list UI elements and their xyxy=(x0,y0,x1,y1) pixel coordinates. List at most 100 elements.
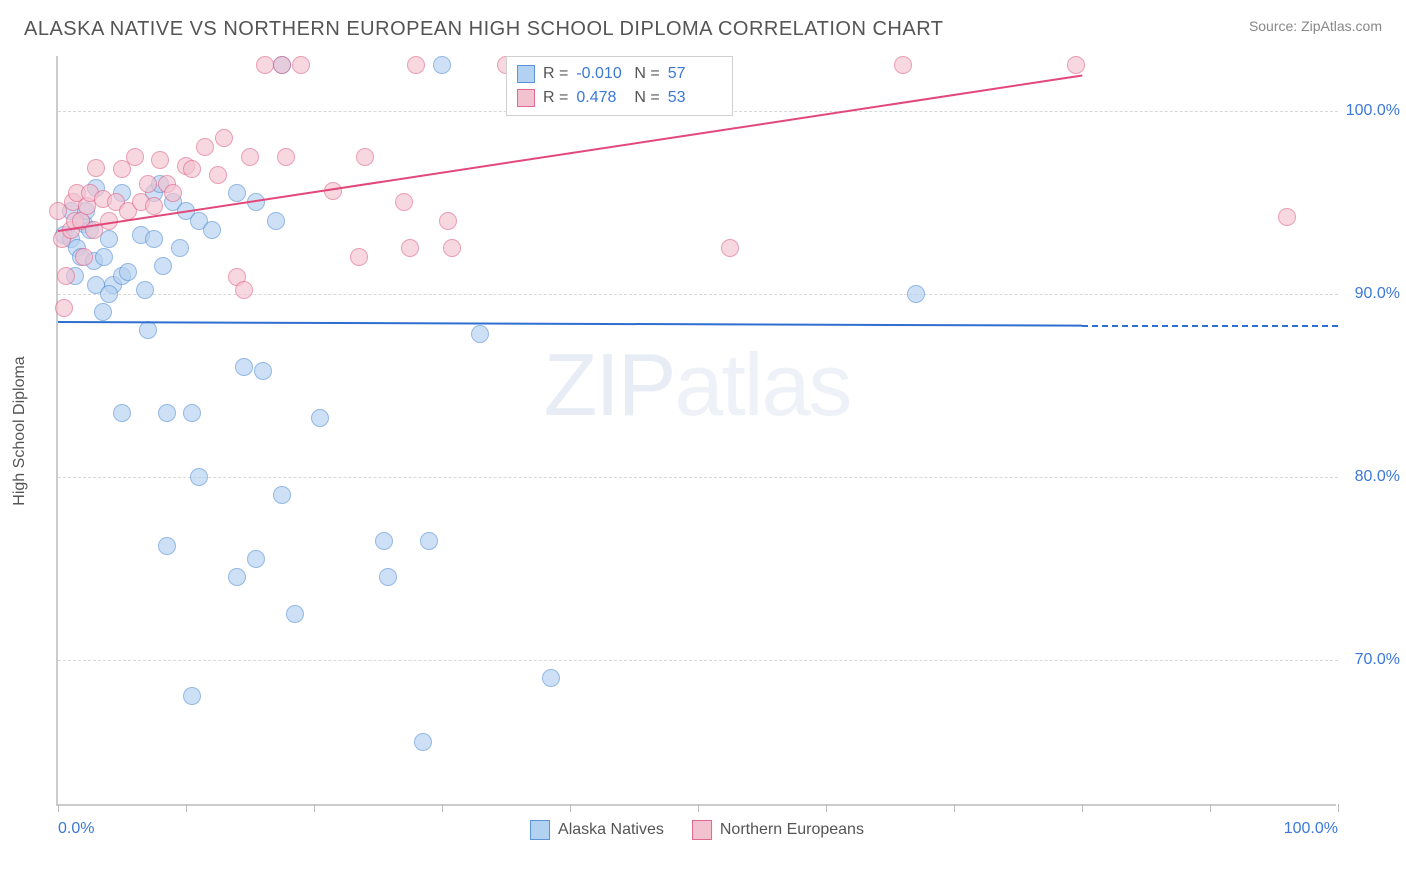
data-point xyxy=(145,230,163,248)
data-point xyxy=(158,537,176,555)
y-tick-label: 100.0% xyxy=(1344,102,1400,120)
data-point xyxy=(420,532,438,550)
x-tick-label: 0.0% xyxy=(58,820,94,838)
data-point xyxy=(87,159,105,177)
data-point xyxy=(113,404,131,422)
data-point xyxy=(75,248,93,266)
series-swatch xyxy=(517,89,535,107)
legend-item: Northern Europeans xyxy=(692,820,864,840)
data-point xyxy=(356,148,374,166)
data-point xyxy=(158,404,176,422)
data-point xyxy=(375,532,393,550)
y-tick-label: 80.0% xyxy=(1344,468,1400,486)
data-point xyxy=(139,321,157,339)
stat-n-value: 57 xyxy=(668,62,718,86)
data-point xyxy=(247,550,265,568)
data-point xyxy=(154,257,172,275)
data-point xyxy=(228,568,246,586)
correlation-stat-box: R = -0.010 N = 57 R = 0.478 N = 53 xyxy=(506,56,733,116)
x-tick xyxy=(1210,804,1211,812)
data-point xyxy=(407,56,425,74)
stat-n-value: 53 xyxy=(668,86,718,110)
legend-label: Alaska Natives xyxy=(558,821,664,839)
plot-area: ZIPatlas 70.0%80.0%90.0%100.0%0.0%100.0%… xyxy=(56,56,1336,806)
data-point xyxy=(256,56,274,74)
x-tick xyxy=(314,804,315,812)
watermark: ZIPatlas xyxy=(544,334,851,436)
legend-swatch xyxy=(530,820,550,840)
trend-line xyxy=(58,321,1082,327)
data-point xyxy=(95,248,113,266)
data-point xyxy=(57,267,75,285)
x-tick xyxy=(1082,804,1083,812)
data-point xyxy=(209,166,227,184)
data-point xyxy=(196,138,214,156)
stat-n-label: N = xyxy=(634,62,659,86)
data-point xyxy=(324,182,342,200)
data-point xyxy=(439,212,457,230)
trend-line xyxy=(1082,325,1338,327)
data-point xyxy=(1067,56,1085,74)
gridline-h xyxy=(58,477,1338,478)
data-point xyxy=(228,184,246,202)
data-point xyxy=(395,193,413,211)
stat-row: R = -0.010 N = 57 xyxy=(517,62,718,86)
data-point xyxy=(203,221,221,239)
data-point xyxy=(183,160,201,178)
data-point xyxy=(292,56,310,74)
data-point xyxy=(273,56,291,74)
legend: Alaska Natives Northern Europeans xyxy=(530,820,864,840)
gridline-h xyxy=(58,660,1338,661)
stat-n-label: N = xyxy=(634,86,659,110)
data-point xyxy=(286,605,304,623)
data-point xyxy=(235,358,253,376)
legend-item: Alaska Natives xyxy=(530,820,664,840)
x-tick xyxy=(442,804,443,812)
y-axis-title: High School Diploma xyxy=(11,356,29,505)
data-point xyxy=(100,285,118,303)
data-point xyxy=(55,299,73,317)
data-point xyxy=(145,197,163,215)
data-point xyxy=(401,239,419,257)
data-point xyxy=(1278,208,1296,226)
stat-r-label: R = xyxy=(543,62,568,86)
data-point xyxy=(136,281,154,299)
data-point xyxy=(164,184,182,202)
stat-r-value: -0.010 xyxy=(576,62,626,86)
x-tick xyxy=(58,804,59,812)
data-point xyxy=(139,175,157,193)
data-point xyxy=(183,404,201,422)
data-point xyxy=(254,362,272,380)
stat-r-label: R = xyxy=(543,86,568,110)
data-point xyxy=(151,151,169,169)
data-point xyxy=(190,468,208,486)
plot-container: High School Diploma ZIPatlas 70.0%80.0%9… xyxy=(56,56,1336,806)
data-point xyxy=(235,281,253,299)
data-point xyxy=(277,148,295,166)
source-label: Source: ZipAtlas.com xyxy=(1249,18,1382,34)
y-tick-label: 70.0% xyxy=(1344,651,1400,669)
legend-swatch xyxy=(692,820,712,840)
data-point xyxy=(471,325,489,343)
y-tick-label: 90.0% xyxy=(1344,285,1400,303)
x-tick-label: 100.0% xyxy=(1284,820,1338,838)
data-point xyxy=(119,263,137,281)
data-point xyxy=(350,248,368,266)
x-tick xyxy=(826,804,827,812)
data-point xyxy=(241,148,259,166)
x-tick xyxy=(186,804,187,812)
data-point xyxy=(171,239,189,257)
x-tick xyxy=(570,804,571,812)
data-point xyxy=(215,129,233,147)
data-point xyxy=(433,56,451,74)
data-point xyxy=(267,212,285,230)
x-tick xyxy=(1338,804,1339,812)
data-point xyxy=(414,733,432,751)
data-point xyxy=(94,303,112,321)
data-point xyxy=(273,486,291,504)
data-point xyxy=(183,687,201,705)
stat-r-value: 0.478 xyxy=(576,86,626,110)
data-point xyxy=(894,56,912,74)
data-point xyxy=(379,568,397,586)
x-tick xyxy=(698,804,699,812)
